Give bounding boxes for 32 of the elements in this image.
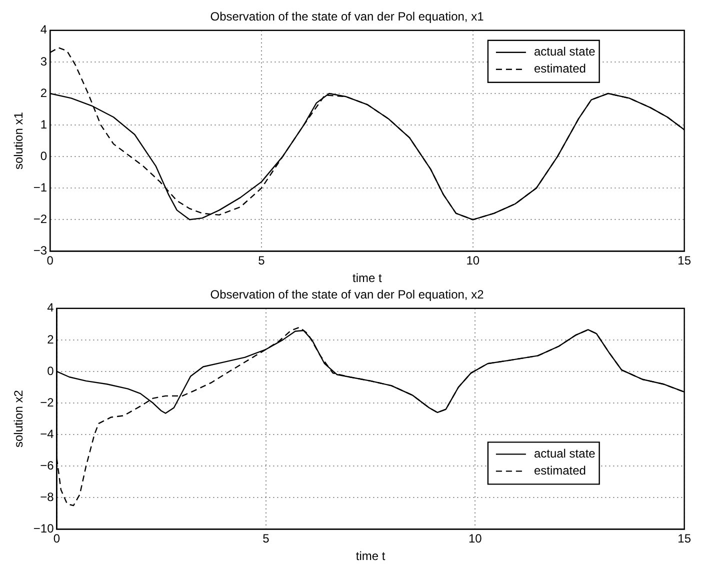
chart-title: Observation of the state of van der Pol equation, x1: [210, 10, 484, 24]
legend-label: estimated: [534, 464, 586, 478]
y-tick-label: −4: [40, 426, 54, 441]
x-tick-label: 15: [678, 254, 692, 268]
y-tick-label: −2: [33, 212, 48, 226]
y-tick-label: −8: [40, 490, 54, 504]
legend-label: actual state: [534, 446, 596, 461]
y-tick-label: 4: [40, 22, 48, 37]
x-tick-label: 10: [466, 254, 480, 268]
y-tick-label: 0: [47, 364, 54, 378]
y-axis-title: solution x2: [12, 390, 26, 448]
y-tick-label: 2: [40, 86, 48, 100]
y-tick-label: 1: [40, 117, 48, 132]
x-tick-label: 5: [262, 532, 270, 546]
legend-label: estimated: [534, 62, 586, 76]
y-tick-label: 3: [40, 54, 48, 68]
y-tick-label: 0: [40, 148, 48, 163]
chart-title: Observation of the state of van der Pol equation, x2: [210, 288, 484, 302]
x-tick-label: 15: [678, 532, 692, 546]
x-tick-label: 5: [258, 254, 266, 268]
y-tick-label: −6: [40, 458, 54, 472]
x-axis-title: time t: [356, 549, 386, 564]
y-tick-label: 2: [47, 332, 54, 346]
y-tick-label: 4: [47, 300, 54, 315]
x-tick-label: 10: [468, 532, 482, 546]
y-tick-label: −10: [33, 522, 54, 536]
y-axis-title: solution x1: [12, 112, 26, 170]
legend-label: actual state: [534, 44, 596, 59]
y-tick-label: −3: [33, 244, 48, 258]
x-axis-title: time t: [352, 271, 383, 286]
y-tick-label: −2: [40, 395, 54, 410]
y-tick-label: −1: [33, 180, 48, 194]
